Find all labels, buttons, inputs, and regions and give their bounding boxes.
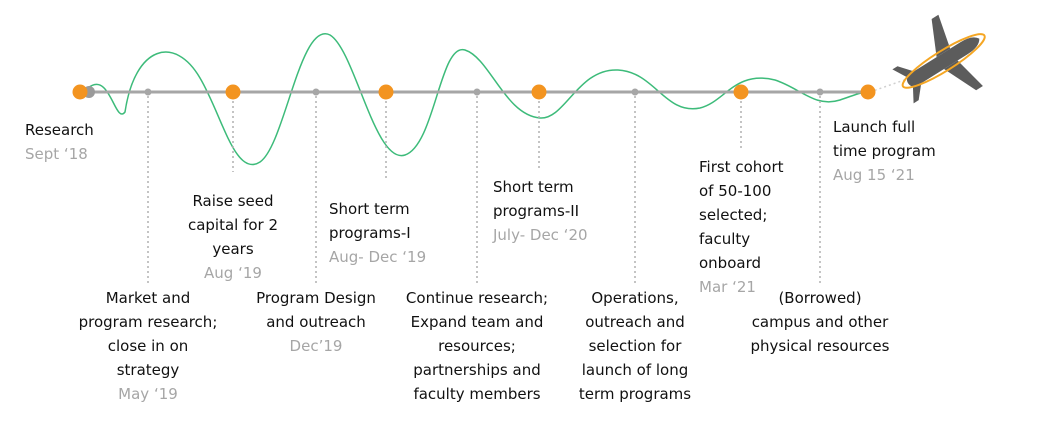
milestone-marker: [531, 84, 547, 100]
milestone-research: Research Sept ‘18: [25, 121, 94, 163]
activity-marker: [312, 88, 320, 96]
activity-continue-research: Continue research; Expand team and resou…: [405, 289, 549, 403]
milestone-marker: [225, 84, 241, 100]
milestone-short-term-i: Short term programs-I Aug- Dec ‘19: [329, 200, 427, 266]
activity-operations: Operations, outreach and selection for l…: [578, 289, 692, 403]
milestone-marker: [378, 84, 394, 100]
activity-program-design: Program Design and outreach Dec’19: [256, 289, 376, 355]
airplane-icon: [892, 14, 986, 104]
activity-marker: [473, 88, 481, 96]
milestone-marker: [72, 84, 88, 100]
activity-market-research: Market and program research; close in on…: [78, 289, 218, 403]
sine-wave: [87, 33, 871, 166]
activity-marker: [816, 88, 824, 96]
plane-trail: [869, 77, 911, 93]
milestone-first-cohort: First cohort of 50-100 selected; faculty…: [699, 158, 784, 296]
milestone-seed-capital: Raise seed capital for 2 years Aug ‘19: [187, 192, 279, 282]
activity-marker: [631, 88, 639, 96]
activity-marker: [144, 88, 152, 96]
milestone-marker: [733, 84, 749, 100]
activity-borrowed-campus: (Borrowed) campus and other physical res…: [750, 289, 890, 355]
milestone-marker: [860, 84, 876, 100]
milestone-short-term-ii: Short term programs-II July- Dec ‘20: [493, 178, 588, 244]
milestone-launch: Launch full time program Aug 15 ‘21: [833, 118, 936, 184]
